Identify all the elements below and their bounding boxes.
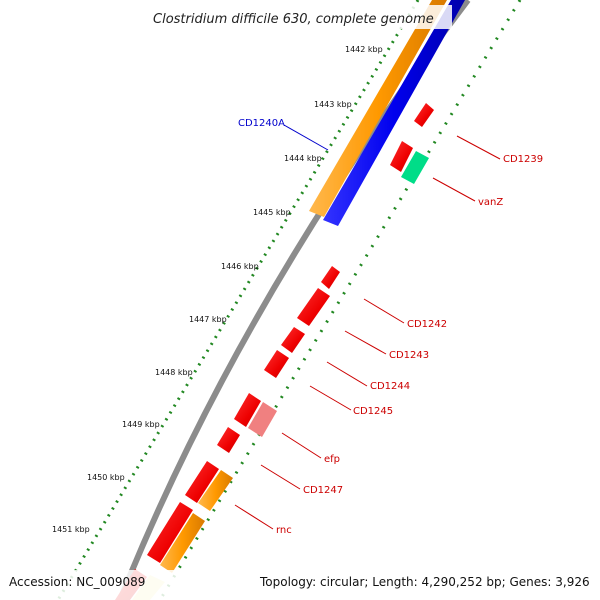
label-efp: efp [324, 454, 340, 465]
gene-unk1 [234, 393, 261, 427]
label-CD1239: CD1239 [503, 154, 543, 165]
tick-label-1443: 1443 kbp [314, 100, 352, 109]
gene-CD1245 [264, 350, 289, 378]
topology-text: Topology: circular; Length: 4,290,252 bp… [259, 575, 590, 589]
leader-CD1247 [260, 464, 301, 490]
footer-background [0, 570, 600, 600]
leader-CD1242 [363, 298, 405, 324]
tick-label-1451: 1451 kbp [52, 525, 90, 534]
gene-rnc [147, 502, 193, 563]
leader-CD1239 [456, 135, 501, 160]
tick-label-1445: 1445 kbp [253, 208, 291, 217]
label-CD1242: CD1242 [407, 319, 447, 330]
gene-CD1244 [281, 327, 305, 353]
genome-backbone [117, 0, 471, 600]
gene-orange-short [198, 470, 233, 511]
tick-label-1447: 1447 kbp [189, 315, 227, 324]
label-CD1243: CD1243 [389, 350, 429, 361]
label-rnc: rnc [276, 525, 292, 536]
gene-CD1243 [297, 288, 330, 326]
tick-label-1450: 1450 kbp [87, 473, 125, 482]
gene-efp [248, 402, 277, 437]
leader-CD1245 [309, 385, 352, 411]
leader-rnc [234, 504, 274, 530]
accession-text: Accession: NC_009089 [9, 575, 145, 589]
gene-CD1240A [323, 0, 465, 226]
gene-unk2 [217, 427, 240, 453]
outer-dot-track [56, 0, 420, 600]
gene-orange-lower [160, 513, 205, 573]
label-CD1244: CD1244 [370, 381, 410, 392]
gene-orange-long [309, 0, 447, 217]
gene-CD1247 [185, 461, 219, 503]
tick-label-1448: 1448 kbp [155, 368, 193, 377]
inner-dot-track [158, 0, 522, 600]
gene-vanZ [401, 151, 429, 184]
title-background [146, 5, 452, 29]
gene-CD1242-arrow [321, 266, 340, 289]
tick-label-1442: 1442 kbp [345, 45, 383, 54]
leader-CD1244 [326, 361, 368, 387]
tick-label-1446: 1446 kbp [221, 262, 259, 271]
tick-label-1444: 1444 kbp [284, 154, 322, 163]
leader-CD1243 [344, 330, 387, 355]
gene-CD1239 [414, 103, 434, 127]
label-CD1240A: CD1240A [238, 118, 285, 129]
gene-red-mid [390, 141, 413, 172]
label-CD1247: CD1247 [303, 485, 343, 496]
map-title: Clostridium difficile 630, complete geno… [153, 12, 434, 27]
leader-vanZ [432, 177, 476, 202]
label-CD1245: CD1245 [353, 406, 393, 417]
leader-efp [281, 432, 322, 459]
tick-label-1449: 1449 kbp [122, 420, 160, 429]
leader-CD1240A [283, 124, 329, 151]
label-vanZ: vanZ [478, 197, 503, 208]
